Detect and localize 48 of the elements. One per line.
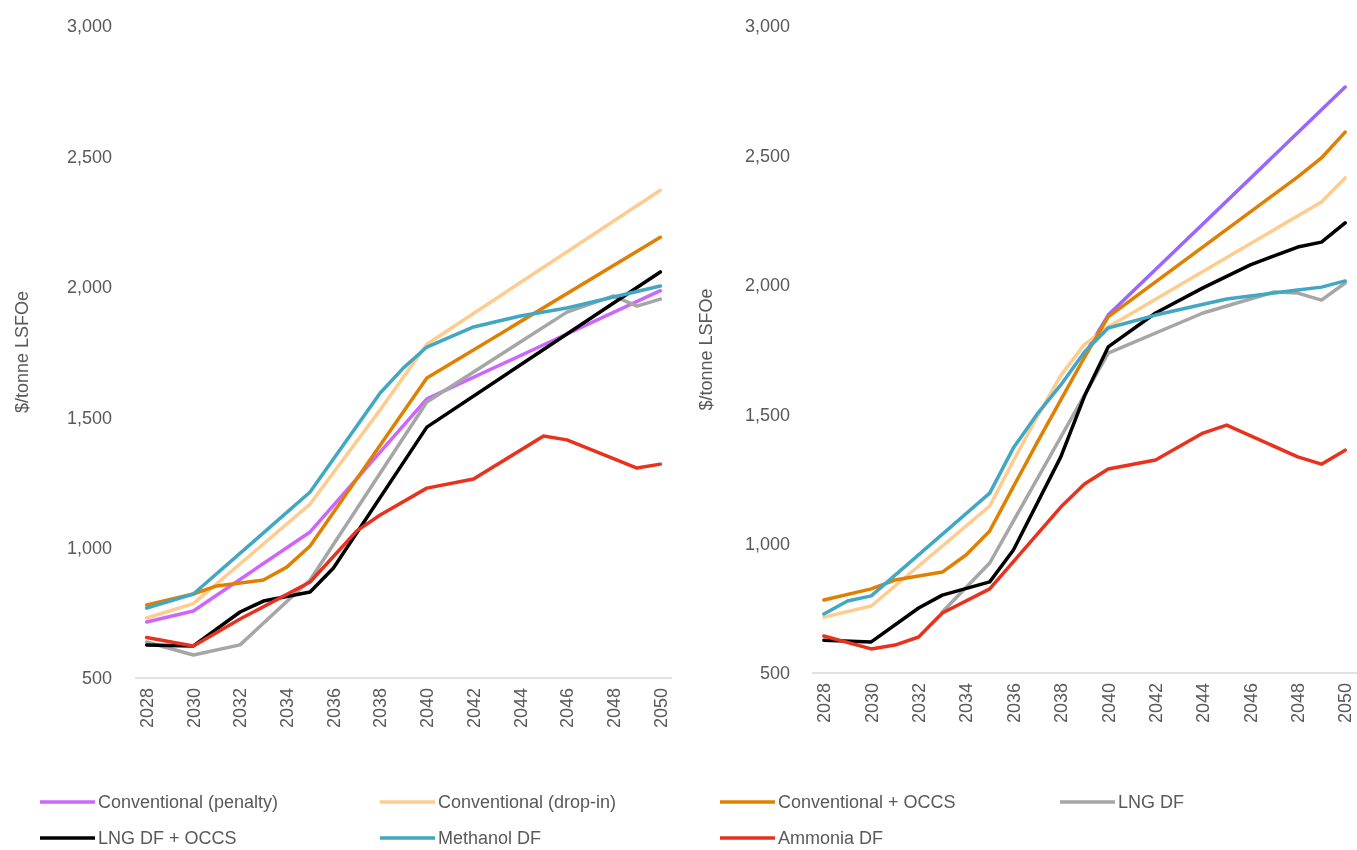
line-series bbox=[144, 434, 663, 648]
legend-label: LNG DF bbox=[1118, 792, 1185, 813]
y-tick-label: 1,500 bbox=[744, 404, 790, 425]
y-axis-title: $/tonne LSFOe bbox=[12, 290, 33, 414]
x-tick-label: 2040 bbox=[1098, 683, 1119, 724]
x-tick-label: 2036 bbox=[1003, 683, 1024, 724]
x-tick-label: 2050 bbox=[1335, 683, 1356, 724]
x-tick-label: 2042 bbox=[463, 688, 484, 729]
legend-label: Conventional (drop-in) bbox=[438, 792, 617, 813]
x-tick-label: 2044 bbox=[510, 688, 531, 729]
x-tick-label: 2028 bbox=[136, 688, 157, 729]
y-tick-label: 2,000 bbox=[744, 275, 790, 296]
y-tick-label: 2,500 bbox=[744, 145, 790, 166]
x-tick-label: 2036 bbox=[323, 688, 344, 729]
legend-label: Methanol DF bbox=[438, 828, 542, 849]
x-tick-label: 2038 bbox=[370, 688, 391, 729]
x-tick-label: 2038 bbox=[1051, 683, 1072, 724]
legend-label: LNG DF + OCCS bbox=[98, 828, 237, 849]
x-tick-label: 2034 bbox=[956, 683, 977, 724]
x-tick-label: 2030 bbox=[183, 688, 204, 729]
x-tick-label: 2034 bbox=[277, 688, 298, 729]
x-tick-label: 2046 bbox=[1240, 683, 1261, 724]
x-tick-label: 2032 bbox=[230, 688, 251, 729]
line-series bbox=[822, 423, 1347, 651]
x-tick-label: 2042 bbox=[1145, 683, 1166, 724]
x-tick-label: 2030 bbox=[861, 683, 882, 724]
legend-label: Conventional (penalty) bbox=[98, 792, 279, 813]
x-tick-label: 2048 bbox=[603, 688, 624, 729]
x-tick-label: 2050 bbox=[650, 688, 671, 729]
y-tick-label: 3,000 bbox=[744, 16, 790, 37]
y-tick-label: 2,500 bbox=[66, 146, 112, 167]
x-tick-label: 2028 bbox=[814, 683, 835, 724]
y-tick-label: 500 bbox=[759, 663, 790, 684]
y-tick-label: 2,000 bbox=[66, 277, 112, 298]
y-tick-label: 3,000 bbox=[66, 16, 112, 37]
y-axis-title: $/tonne LSFOe bbox=[696, 288, 717, 411]
x-tick-label: 2032 bbox=[908, 683, 929, 724]
legend-label: Conventional + OCCS bbox=[778, 792, 956, 813]
x-tick-label: 2046 bbox=[557, 688, 578, 729]
x-tick-label: 2040 bbox=[417, 688, 438, 729]
x-tick-label: 2048 bbox=[1288, 683, 1309, 724]
line-series bbox=[822, 279, 1347, 616]
y-tick-label: 500 bbox=[81, 668, 112, 689]
y-tick-label: 1,000 bbox=[66, 537, 112, 558]
y-tick-label: 1,000 bbox=[744, 533, 790, 554]
legend-label: Ammonia DF bbox=[778, 828, 884, 849]
y-tick-label: 1,500 bbox=[66, 407, 112, 428]
x-tick-label: 2044 bbox=[1193, 683, 1214, 724]
